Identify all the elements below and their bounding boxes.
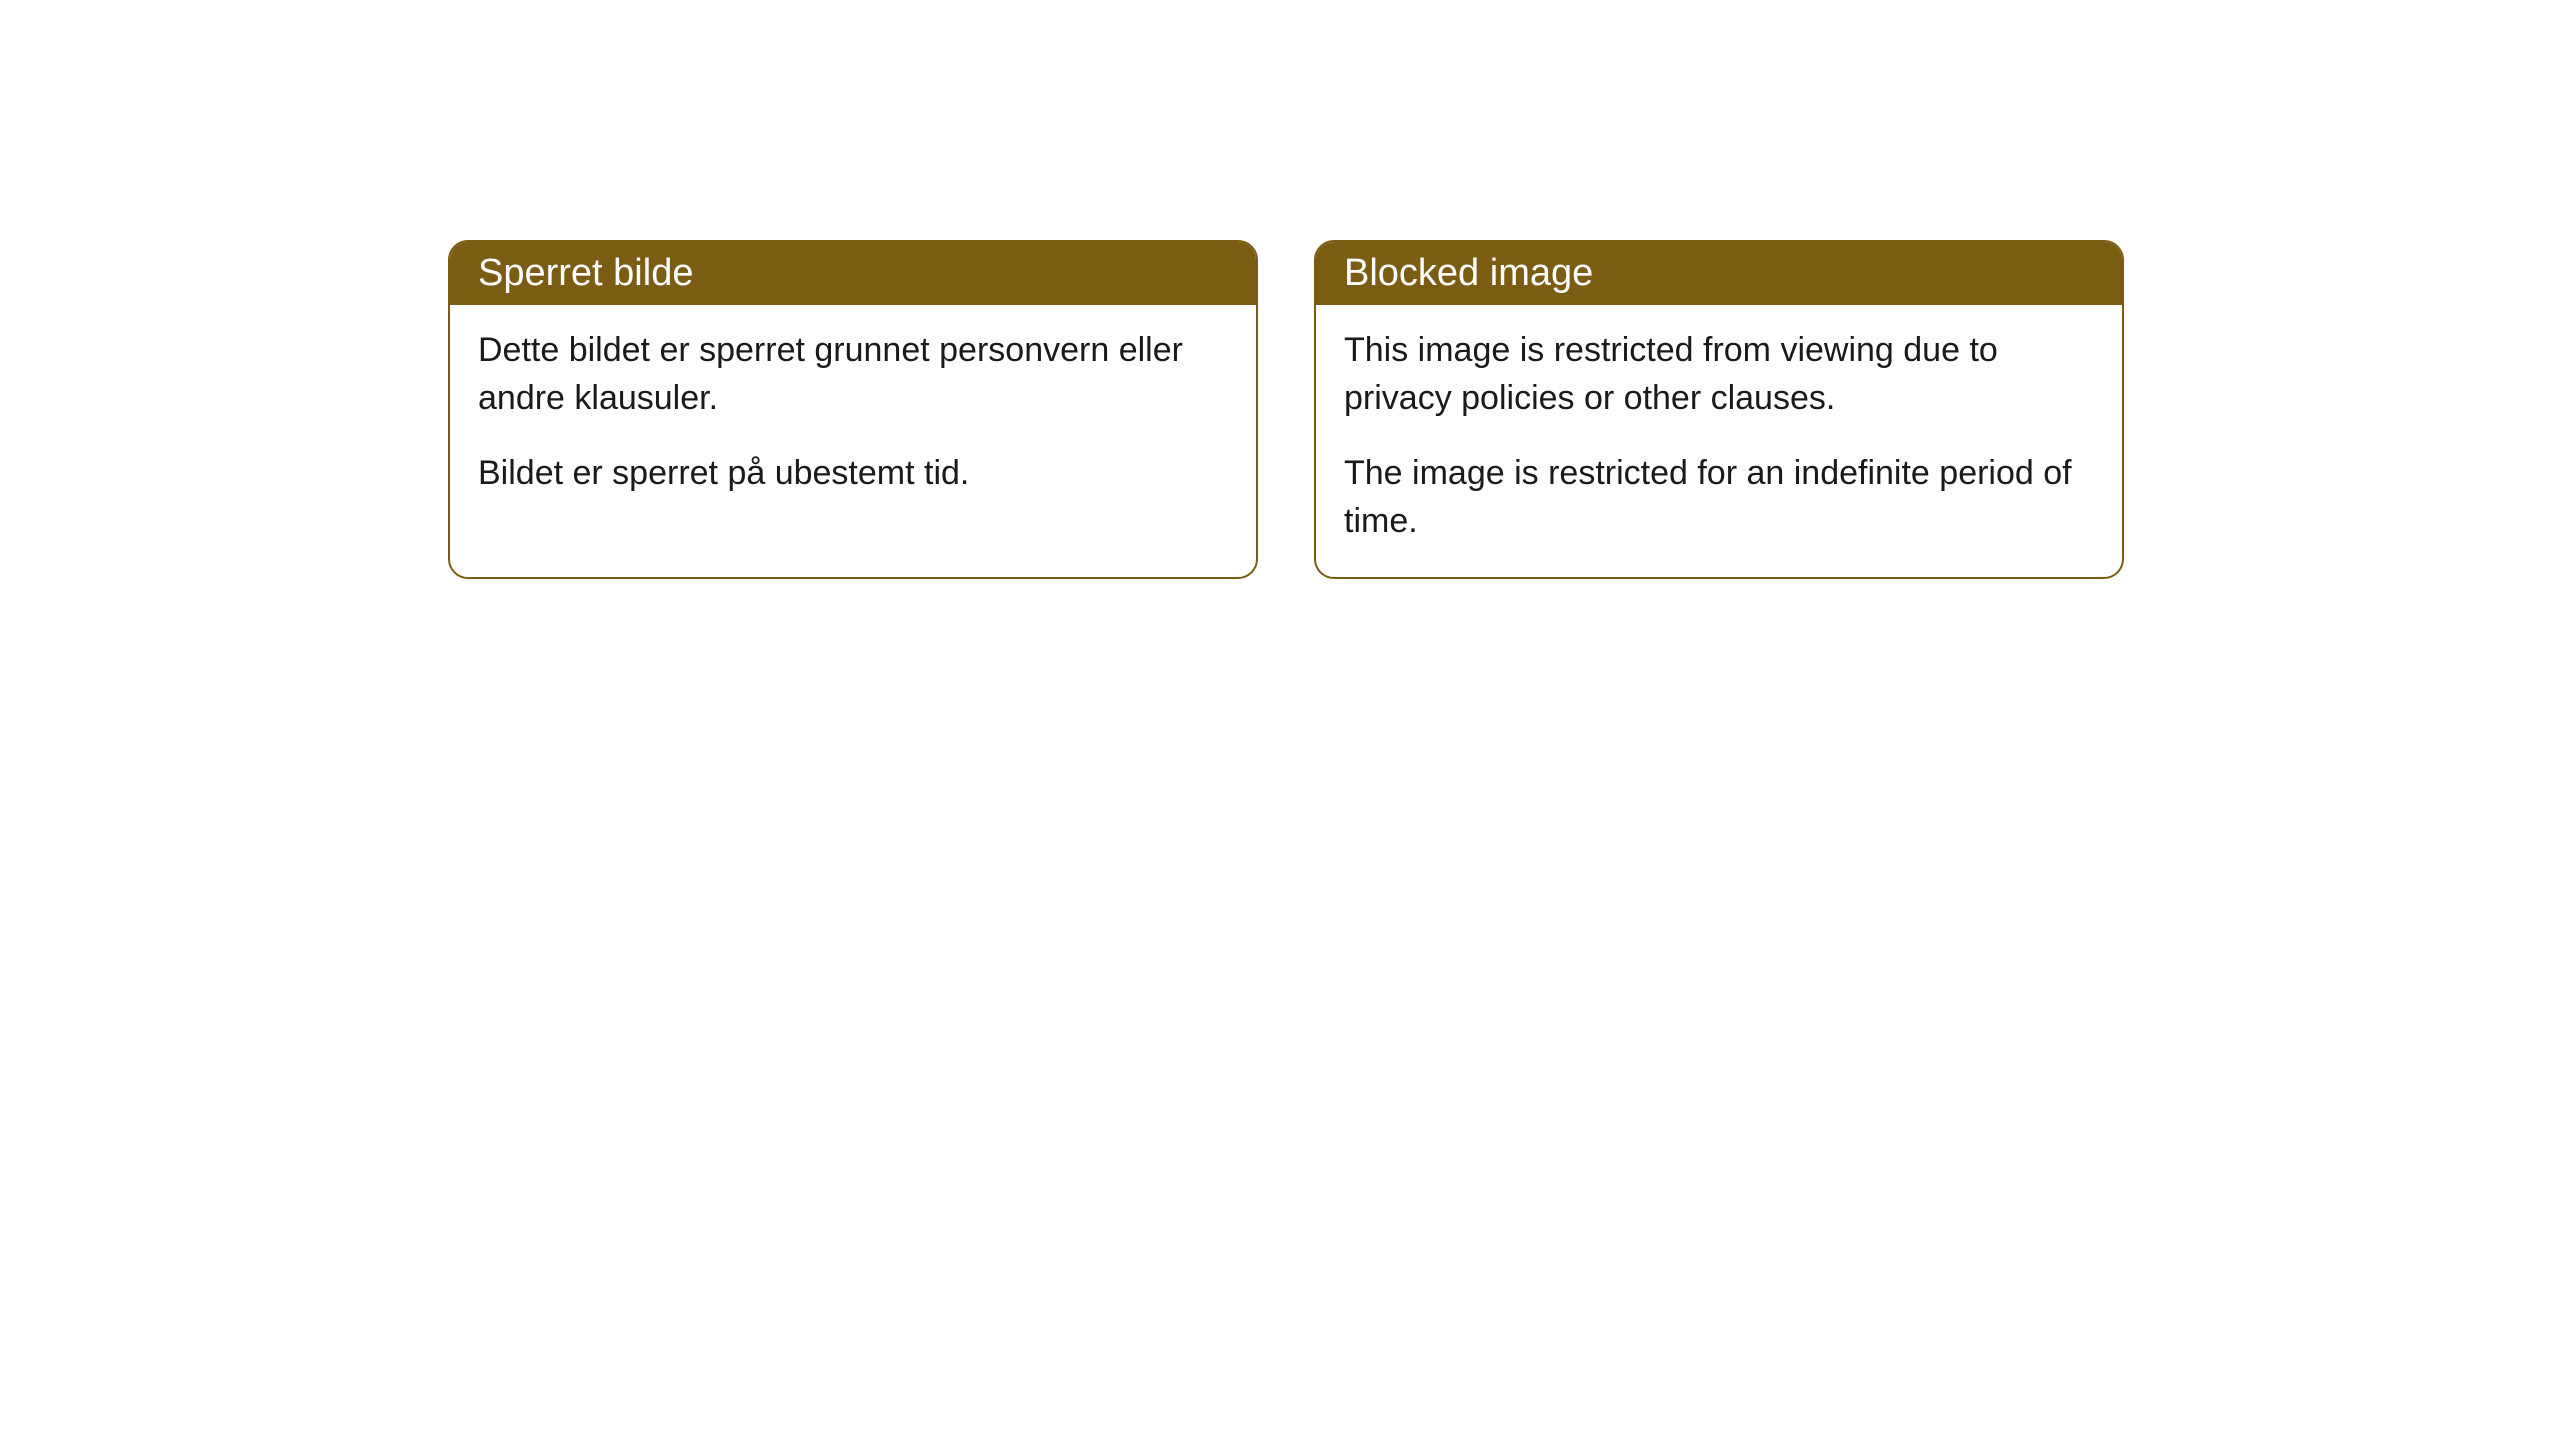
card-paragraph-1-norwegian: Dette bildet er sperret grunnet personve… bbox=[478, 327, 1228, 422]
card-header-norwegian: Sperret bilde bbox=[450, 242, 1256, 305]
card-paragraph-1-english: This image is restricted from viewing du… bbox=[1344, 327, 2094, 422]
card-paragraph-2-english: The image is restricted for an indefinit… bbox=[1344, 450, 2094, 545]
card-english: Blocked image This image is restricted f… bbox=[1314, 240, 2124, 579]
card-header-english: Blocked image bbox=[1316, 242, 2122, 305]
card-title-english: Blocked image bbox=[1344, 252, 1593, 294]
card-paragraph-2-norwegian: Bildet er sperret på ubestemt tid. bbox=[478, 450, 1228, 498]
cards-container: Sperret bilde Dette bildet er sperret gr… bbox=[448, 240, 2124, 579]
card-norwegian: Sperret bilde Dette bildet er sperret gr… bbox=[448, 240, 1258, 579]
card-body-english: This image is restricted from viewing du… bbox=[1316, 305, 2122, 577]
card-body-norwegian: Dette bildet er sperret grunnet personve… bbox=[450, 305, 1256, 530]
card-title-norwegian: Sperret bilde bbox=[478, 252, 693, 294]
